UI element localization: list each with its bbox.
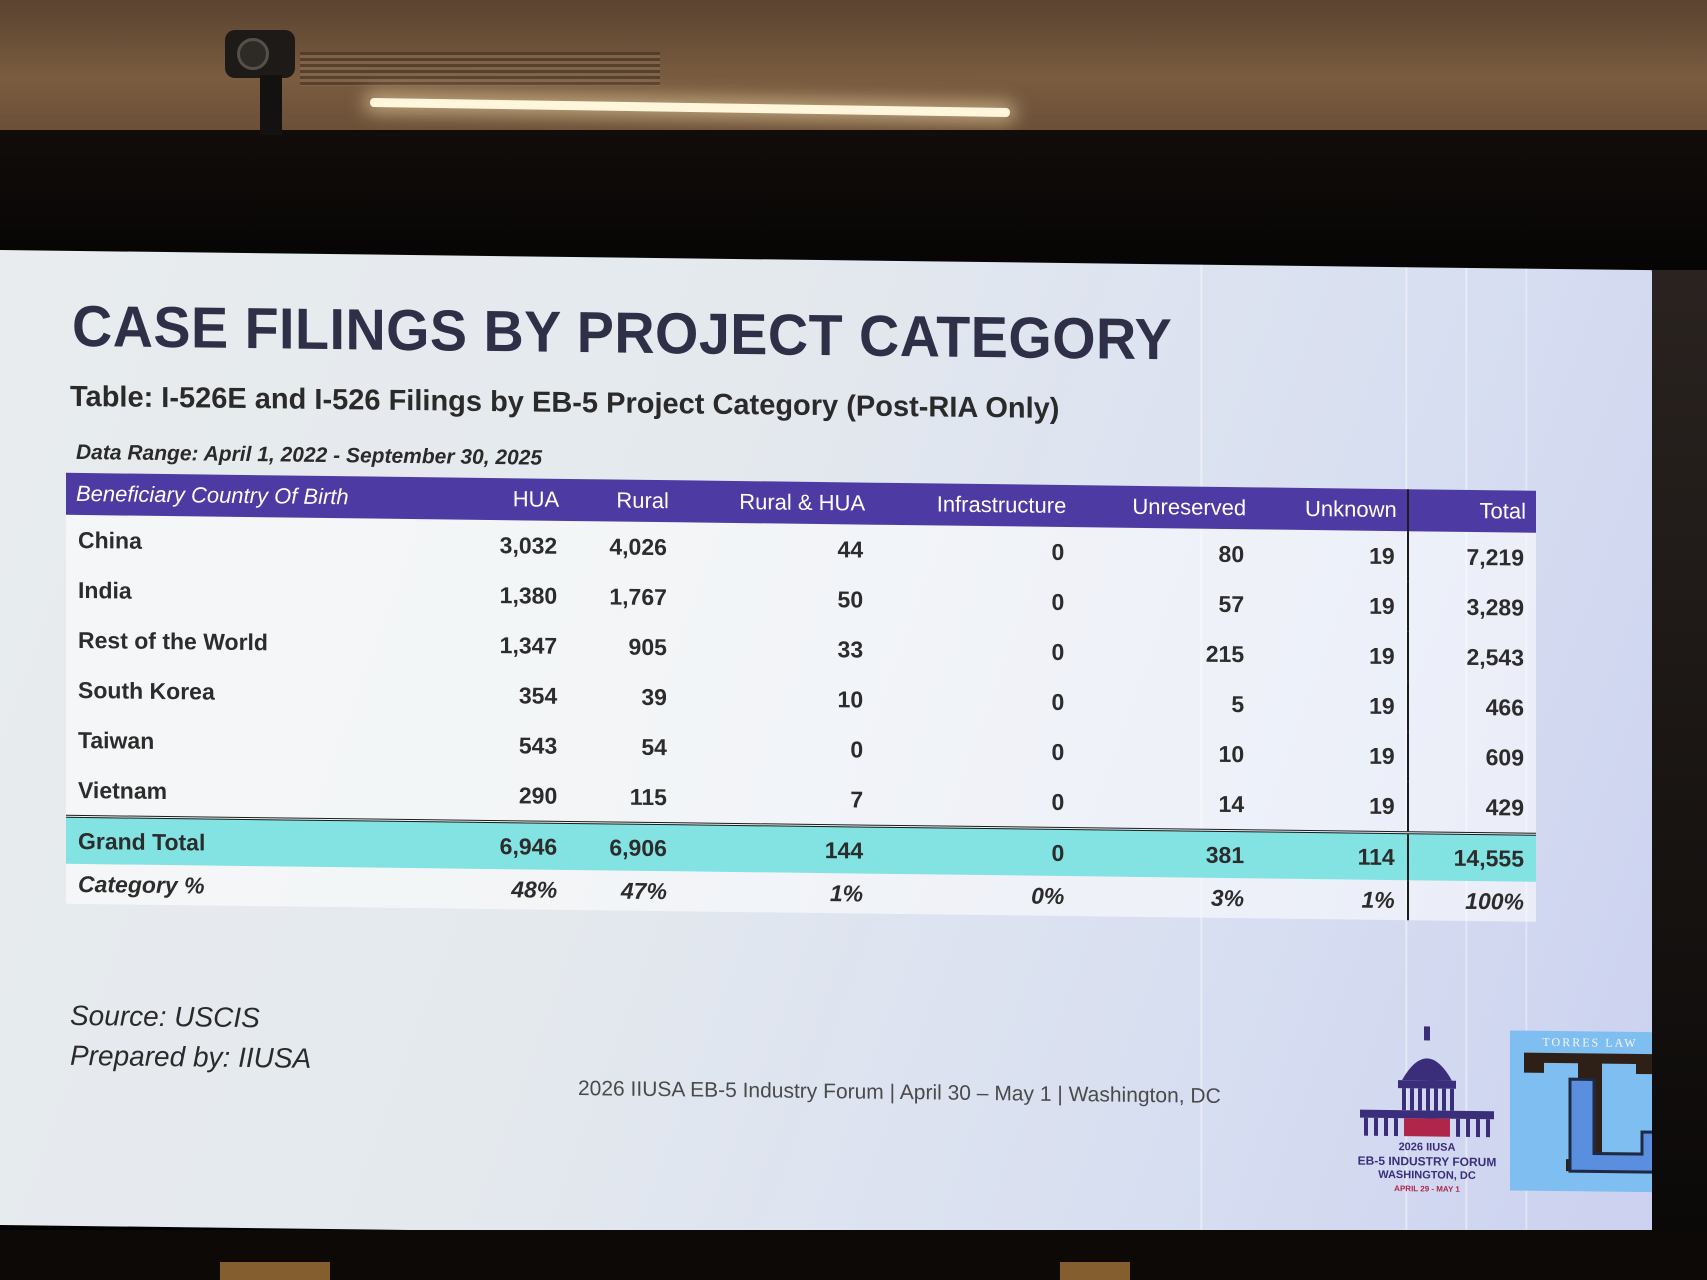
table-cell-unreserved: 57 xyxy=(1218,590,1245,617)
column-header-infrastructure: Infrastructure xyxy=(875,482,1077,528)
table-cell-rural: 905 xyxy=(628,633,667,660)
column-header-beneficiary-country-of-birth: Beneficiary Country Of Birth xyxy=(66,472,460,520)
floor-light xyxy=(220,1262,330,1280)
table-cell-infrastructure: 0 xyxy=(1051,688,1065,715)
table-cell-infrastructure: 0 xyxy=(1051,738,1065,765)
table-cell-rural: 47% xyxy=(620,877,667,904)
projection-screen: CASE FILINGS BY PROJECT CATEGORY Table: … xyxy=(0,250,1652,1246)
table-cell-rural: 39 xyxy=(641,683,667,710)
table-cell-rural-hua: 1% xyxy=(829,879,864,907)
table-cell-infrastructure: 0 xyxy=(1051,638,1065,665)
table-cell-unreserved: 381 xyxy=(1076,828,1257,879)
table-cell-unknown: 19 xyxy=(1369,792,1395,819)
column-header-rural-hua: Rural & HUA xyxy=(678,480,876,525)
ceiling-vent xyxy=(300,52,660,86)
table-cell-unreserved: 215 xyxy=(1205,640,1245,667)
table-cell-total: 466 xyxy=(1407,681,1536,733)
table-cell-unreserved: 10 xyxy=(1218,740,1245,767)
table-cell-rural: 1,767 xyxy=(609,582,667,610)
table-cell-hua: 290 xyxy=(518,781,558,809)
table-cell-hua: 6,946 xyxy=(459,821,570,870)
column-header-unreserved: Unreserved xyxy=(1076,485,1257,530)
prepared-by-text: Prepared by: IIUSA xyxy=(70,1039,312,1074)
row-label: Rest of the World xyxy=(78,626,268,655)
table-cell-hua: 48% xyxy=(511,875,558,903)
row-label: Taiwan xyxy=(78,726,155,754)
table-cell-hua: 1,380 xyxy=(499,581,558,609)
column-header-total: Total xyxy=(1407,489,1536,533)
filings-table: Beneficiary Country Of Birth HUA Rural Rura… xyxy=(66,472,1536,922)
row-label: China xyxy=(78,526,142,554)
table-cell-total: 609 xyxy=(1407,731,1536,783)
table-cell-total: 100% xyxy=(1407,880,1536,922)
forum-logo-line4: APRIL 29 - MAY 1 xyxy=(1394,1184,1460,1194)
table-cell-rural-hua: 144 xyxy=(678,823,876,874)
table-cell-unreserved: 80 xyxy=(1218,540,1245,567)
table-cell-total: 14,555 xyxy=(1407,832,1536,882)
table-cell-rural: 4,026 xyxy=(609,532,667,560)
table-body: China 3,032 4,026 44 0 80 19 7,219 India 1,380 1,7… xyxy=(66,515,1536,922)
table-cell-unknown: 114 xyxy=(1256,830,1408,881)
table-cell-unknown: 19 xyxy=(1369,542,1395,569)
table-cell-rural-hua: 44 xyxy=(837,535,864,563)
table-cell-rural-hua: 0 xyxy=(850,735,864,763)
table-cell-total: 7,219 xyxy=(1407,531,1536,583)
table-cell-rural-hua: 33 xyxy=(837,635,864,663)
table-cell-hua: 1,347 xyxy=(499,631,558,659)
source-text: Source: USCIS xyxy=(70,999,260,1034)
table-cell-unknown: 19 xyxy=(1369,642,1395,669)
capitol-dome-icon xyxy=(1360,1026,1494,1138)
row-label: South Korea xyxy=(78,676,215,705)
table-cell-rural: 54 xyxy=(641,733,667,760)
table-cell-total: 2,543 xyxy=(1407,631,1536,683)
table-cell-infrastructure: 0 xyxy=(1051,588,1065,615)
column-header-rural: Rural xyxy=(569,478,679,523)
torres-law-logo: TORRES LAW xyxy=(1510,1030,1652,1193)
table-cell-rural-hua: 50 xyxy=(837,585,864,613)
column-header-hua: HUA xyxy=(459,477,570,521)
source-block: Source: USCIS Prepared by: IIUSA xyxy=(70,996,311,1079)
projector-icon xyxy=(215,20,325,135)
table-cell-infrastructure: 0 xyxy=(1051,788,1065,815)
table-cell-infrastructure: 0 xyxy=(875,826,1077,877)
row-label: Category % xyxy=(78,870,205,898)
row-label: India xyxy=(78,576,132,604)
table-cell-rural: 6,906 xyxy=(569,822,679,872)
table-cell-unknown: 19 xyxy=(1369,592,1395,619)
table-cell-unknown: 19 xyxy=(1369,742,1395,769)
table-cell-total: 3,289 xyxy=(1407,581,1536,633)
table-cell-infrastructure: 0% xyxy=(1031,882,1065,909)
screen-frame xyxy=(1652,270,1707,1230)
forum-logo: 2026 IIUSA EB-5 INDUSTRY FORUM WASHINGTO… xyxy=(1352,1022,1502,1204)
table-cell-total: 429 xyxy=(1407,781,1536,835)
table-cell-hua: 3,032 xyxy=(499,531,558,559)
table-cell-unreserved: 3% xyxy=(1210,884,1245,911)
floor-light xyxy=(1060,1262,1130,1280)
column-header-unknown: Unknown xyxy=(1256,487,1408,532)
table-cell-infrastructure: 0 xyxy=(1051,538,1065,565)
filings-table-container: Beneficiary Country Of Birth HUA Rural Rura… xyxy=(66,472,1536,922)
forum-logo-text: 2026 IIUSA EB-5 INDUSTRY FORUM WASHINGTO… xyxy=(1352,1140,1502,1198)
row-label: Vietnam xyxy=(78,776,168,804)
table-cell-unknown: 1% xyxy=(1361,886,1395,913)
table-cell-rural: 115 xyxy=(629,783,667,810)
table-cell-rural-hua: 10 xyxy=(837,685,864,713)
table-cell-rural-hua: 7 xyxy=(850,785,864,813)
table-cell-unreserved: 5 xyxy=(1231,690,1245,717)
table-cell-unreserved: 14 xyxy=(1218,790,1245,817)
table-cell-hua: 543 xyxy=(518,731,558,759)
tl-monogram-icon xyxy=(1524,1052,1652,1174)
table-cell-hua: 354 xyxy=(518,681,558,709)
table-cell-unknown: 19 xyxy=(1369,692,1395,719)
slide-title: CASE FILINGS BY PROJECT CATEGORY xyxy=(72,293,1173,373)
row-label: Grand Total xyxy=(66,816,460,869)
forum-logo-line2: EB-5 INDUSTRY FORUM xyxy=(1357,1153,1497,1170)
